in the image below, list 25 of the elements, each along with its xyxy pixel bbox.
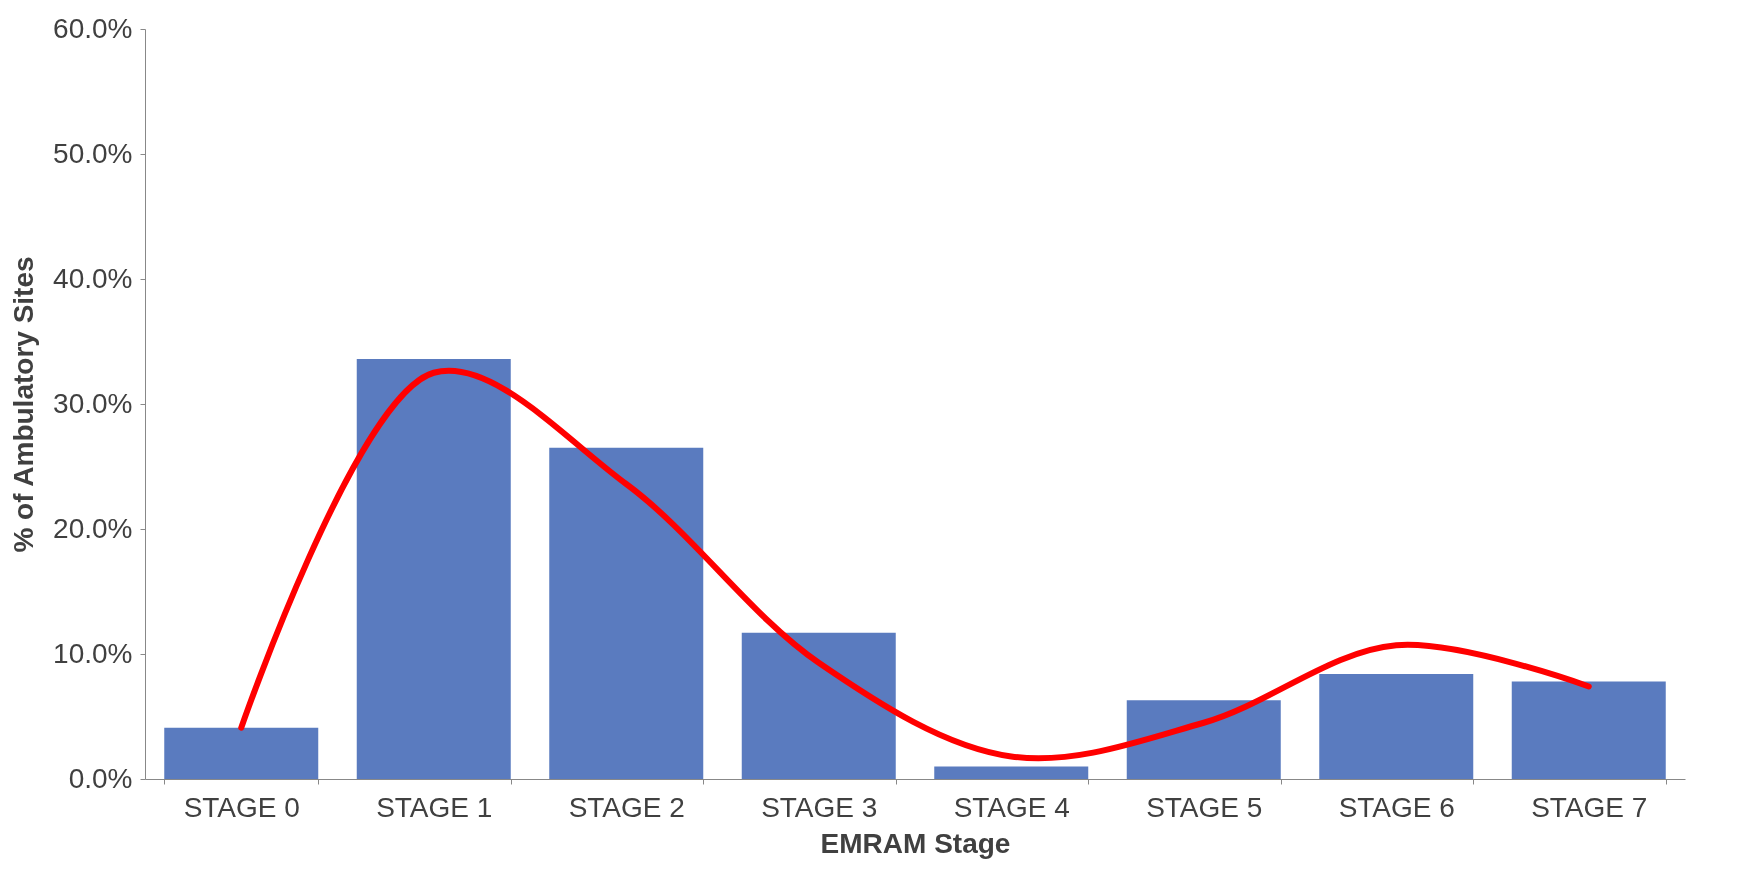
x-tick-label: STAGE 7	[1531, 791, 1648, 823]
y-tick-label: 10.0%	[53, 637, 133, 669]
y-tick-label: 50.0%	[53, 137, 133, 169]
bar	[934, 766, 1089, 779]
y-tick-label: 60.0%	[53, 12, 133, 44]
y-axis-title: % of Ambulatory Sites	[8, 256, 40, 553]
y-tick-label: 20.0%	[53, 512, 133, 544]
y-tick-label: 0.0%	[68, 762, 133, 794]
x-axis-title: EMRAM Stage	[820, 827, 1011, 859]
x-tick-label: STAGE 5	[1146, 791, 1263, 823]
bar	[164, 727, 319, 779]
x-tick-label: STAGE 6	[1338, 791, 1455, 823]
bar	[741, 632, 896, 779]
bar	[1511, 681, 1666, 779]
y-tick-label: 30.0%	[53, 387, 133, 419]
x-tick-label: STAGE 0	[183, 791, 300, 823]
x-tick-label: STAGE 3	[761, 791, 878, 823]
x-tick-label: STAGE 2	[568, 791, 685, 823]
bar	[1126, 700, 1281, 779]
y-tick-label: 40.0%	[53, 262, 133, 294]
x-tick-label: STAGE 4	[953, 791, 1070, 823]
bar	[356, 359, 511, 779]
x-tick-label: STAGE 1	[376, 791, 493, 823]
bar	[1319, 674, 1474, 779]
bar	[549, 447, 704, 779]
